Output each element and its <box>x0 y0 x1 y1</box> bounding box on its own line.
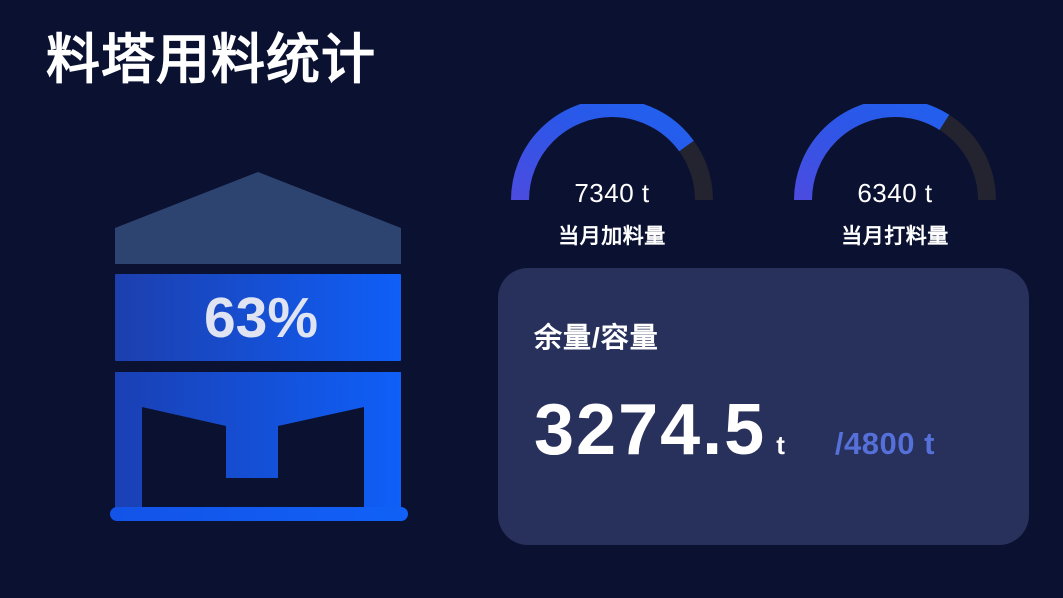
gauge-value: 7340 t <box>574 178 650 208</box>
gauge-monthly-feed-out: 6340 t 当月打料量 <box>790 104 1000 250</box>
gauge-label: 当月打料量 <box>841 225 949 248</box>
silo-level-band <box>115 274 401 361</box>
silo-base-bar <box>110 507 408 521</box>
silo-level-indicator: 63% <box>96 160 426 535</box>
silo-hopper-body <box>115 372 401 508</box>
gauge-fill <box>511 104 713 201</box>
card-title: 余量/容量 <box>534 322 659 353</box>
gauge-fill <box>794 104 996 201</box>
gauge-monthly-feed-in: 7340 t 当月加料量 <box>507 104 717 250</box>
gauge-label: 当月加料量 <box>558 225 666 248</box>
page-title: 料塔用料统计 <box>46 30 376 90</box>
total-capacity: /4800 t <box>834 426 935 461</box>
remaining-capacity-card: 余量/容量 3274.5 t /4800 t <box>498 268 1029 545</box>
gauge-arc-icon <box>511 104 713 201</box>
silo-graphic <box>110 172 408 521</box>
gauge-arc-icon <box>794 104 996 201</box>
gauge-value: 6340 t <box>857 178 933 208</box>
remaining-value: 3274.5 <box>534 390 767 470</box>
remaining-unit: t <box>776 430 785 460</box>
card-figures: 3274.5 t /4800 t <box>534 394 935 466</box>
silo-roof-icon <box>115 172 401 264</box>
